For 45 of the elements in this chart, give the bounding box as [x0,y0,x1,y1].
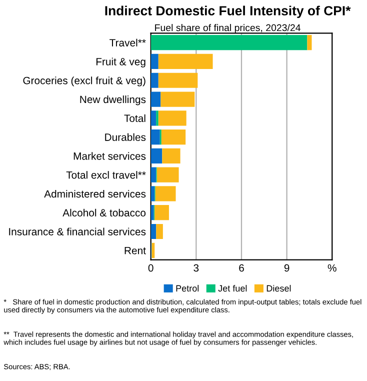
y-tick-label: Administered services [44,190,146,198]
y-tick-label: Fruit & veg [96,58,146,68]
bar [150,224,156,240]
x-tick-label: 3 [194,264,199,272]
y-tick-label: Rent [124,247,146,254]
bar [150,54,158,70]
bar [150,186,155,202]
bar [155,186,176,202]
y-tick-label: Durables [105,133,146,141]
bar [156,224,163,240]
bar [150,110,156,126]
x-tick-label: 6 [239,264,244,272]
bar [158,110,186,126]
y-tick-label: Insurance & financial services [9,228,146,236]
y-tick-label: Groceries (excl fruit & veg) [23,76,146,86]
y-tick-label: New dwellings [80,95,146,106]
bar [150,167,156,182]
chart-subtitle: Fuel share of final prices, 2023/24 [155,24,300,34]
bar [150,148,162,164]
y-tick-label: Travel** [110,38,146,46]
bar [150,129,160,145]
legend-label: Petrol [176,284,199,292]
x-tick-label: % [328,264,336,272]
bar [156,167,179,182]
bar [307,35,312,50]
bar [158,72,198,88]
bar [152,242,155,258]
y-tick-label: Total excl travel** [66,171,146,179]
x-tick-label: 0 [148,264,154,272]
bar [150,205,154,220]
bar [162,148,180,164]
bar [154,205,169,220]
bar [161,129,186,145]
bar [158,54,213,70]
legend-label: Jet fuel [218,284,247,292]
bar [150,72,158,88]
y-tick-label: Market services [74,152,146,160]
legend-label: Diesel [266,284,291,292]
chart-title: Indirect Domestic Fuel Intensity of CPI* [105,6,351,18]
bar [150,92,161,107]
y-tick-label: Alcohol & tobacco [62,208,146,216]
x-tick-label: 9 [284,264,290,272]
y-tick-label: Total [124,114,146,122]
bar [150,35,308,50]
bar [160,92,195,107]
